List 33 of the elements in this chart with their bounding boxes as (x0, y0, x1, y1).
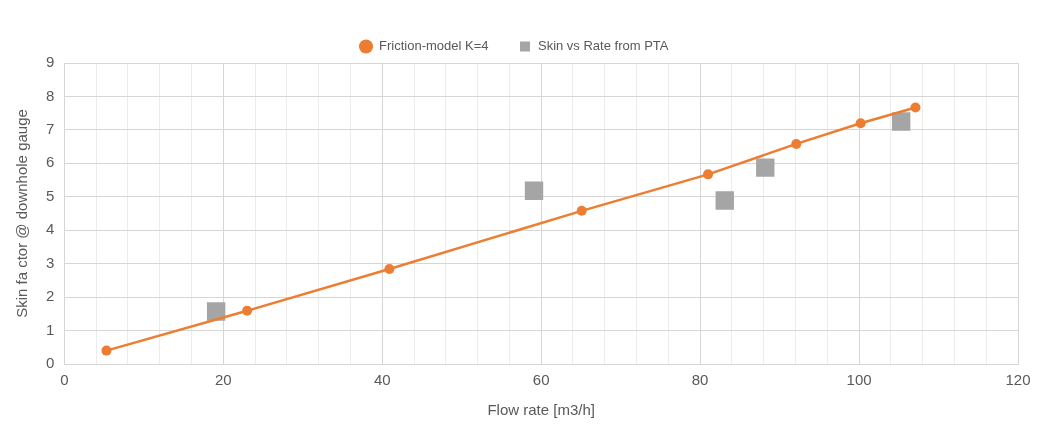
y-tick-label: 0 (46, 354, 55, 372)
y-axis-title: Skin fa ctor @ downhole gauge (13, 109, 31, 318)
y-tick-label: 9 (46, 53, 55, 71)
x-tick-label: 20 (214, 371, 232, 389)
y-tick-label: 3 (46, 253, 55, 271)
x-tick-label: 80 (691, 371, 709, 389)
point (242, 305, 253, 316)
legend-label: Friction-model K=4 (379, 38, 489, 54)
y-tick-label: 7 (46, 120, 55, 138)
point (756, 158, 775, 177)
point (855, 118, 866, 129)
y-tick-label: 8 (46, 86, 55, 104)
legend-label: Skin vs Rate from PTA (537, 38, 669, 54)
x-tick-label: 100 (846, 371, 872, 389)
point (703, 169, 714, 180)
point (910, 102, 921, 113)
point (384, 264, 395, 275)
point (524, 181, 544, 200)
y-tick-label: 4 (46, 220, 55, 238)
x-axis-title: Flow rate [m3/h] (487, 401, 595, 419)
point (891, 112, 911, 131)
y-tick-label: 5 (46, 186, 55, 204)
point (101, 345, 112, 356)
point (715, 191, 734, 210)
x-tick-label: 0 (60, 371, 69, 389)
y-tick-label: 6 (46, 153, 55, 171)
x-tick-label: 40 (373, 371, 391, 389)
x-tick-label: 120 (1005, 371, 1031, 389)
y-tick-label: 1 (46, 320, 55, 338)
x-tick-label: 60 (532, 371, 550, 389)
y-tick-label: 2 (46, 287, 55, 305)
point (791, 138, 802, 149)
point (576, 205, 587, 216)
